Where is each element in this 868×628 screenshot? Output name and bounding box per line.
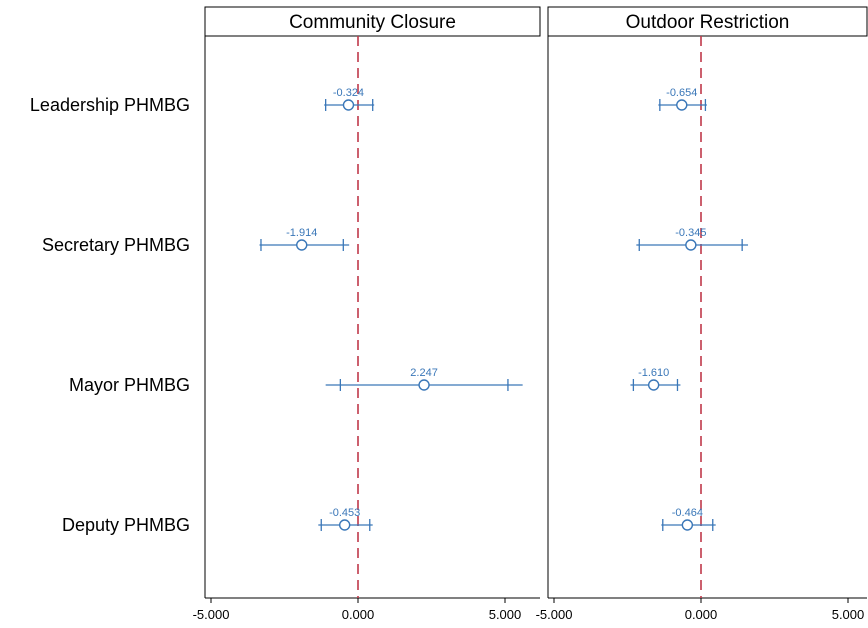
category-label-3: Deputy PHMBG	[62, 515, 190, 535]
data-label: -0.464	[672, 507, 703, 519]
point-marker	[647, 379, 660, 391]
data-label: -1.914	[286, 227, 317, 239]
x-tick-label: 0.000	[342, 607, 375, 622]
data-point: -0.345	[636, 227, 749, 251]
x-tick-label: 5.000	[832, 607, 865, 622]
panel-title: Outdoor Restriction	[626, 12, 790, 33]
x-tick-label: -5.000	[193, 607, 230, 622]
data-point: -1.610	[630, 367, 681, 391]
data-label: -0.453	[329, 507, 360, 519]
point-marker	[676, 99, 688, 111]
point-marker	[338, 519, 351, 531]
point-marker	[418, 379, 430, 391]
panel-0: Community Closure -5.000 0.000 5.000 -0.324 -…	[193, 6, 541, 622]
panel-header-box	[204, 6, 541, 37]
data-label: -1.610	[638, 367, 669, 379]
data-point: -0.654	[658, 87, 707, 111]
point-marker	[296, 239, 308, 251]
x-tick-label: 5.000	[489, 607, 522, 622]
panel-header-box	[547, 6, 868, 37]
category-label-1: Secretary PHMBG	[42, 235, 190, 255]
category-label-0: Leadership PHMBG	[30, 95, 190, 115]
data-point: 2.247	[325, 367, 523, 391]
data-point: -0.464	[661, 507, 716, 531]
panel-1: Outdoor Restriction -5.000 0.000 5.000 -0.65…	[536, 6, 868, 622]
panels: Community Closure -5.000 0.000 5.000 -0.324 -…	[193, 6, 868, 622]
x-tick-label: 0.000	[685, 607, 718, 622]
data-label: 2.247	[410, 367, 438, 379]
point-marker	[681, 519, 694, 531]
data-point: -0.453	[318, 507, 373, 531]
data-label: -0.324	[333, 87, 364, 99]
panel-title: Community Closure	[289, 12, 456, 33]
x-tick-label: -5.000	[536, 607, 573, 622]
category-label-2: Mayor PHMBG	[69, 375, 190, 395]
point-marker	[685, 239, 697, 251]
point-marker	[342, 99, 355, 111]
data-label: -0.654	[666, 87, 697, 99]
data-label: -0.345	[675, 227, 706, 239]
data-point: -0.324	[324, 87, 375, 111]
category-labels: Leadership PHMBG Secretary PHMBG Mayor PHM…	[30, 95, 190, 535]
data-point: -1.914	[259, 227, 350, 251]
